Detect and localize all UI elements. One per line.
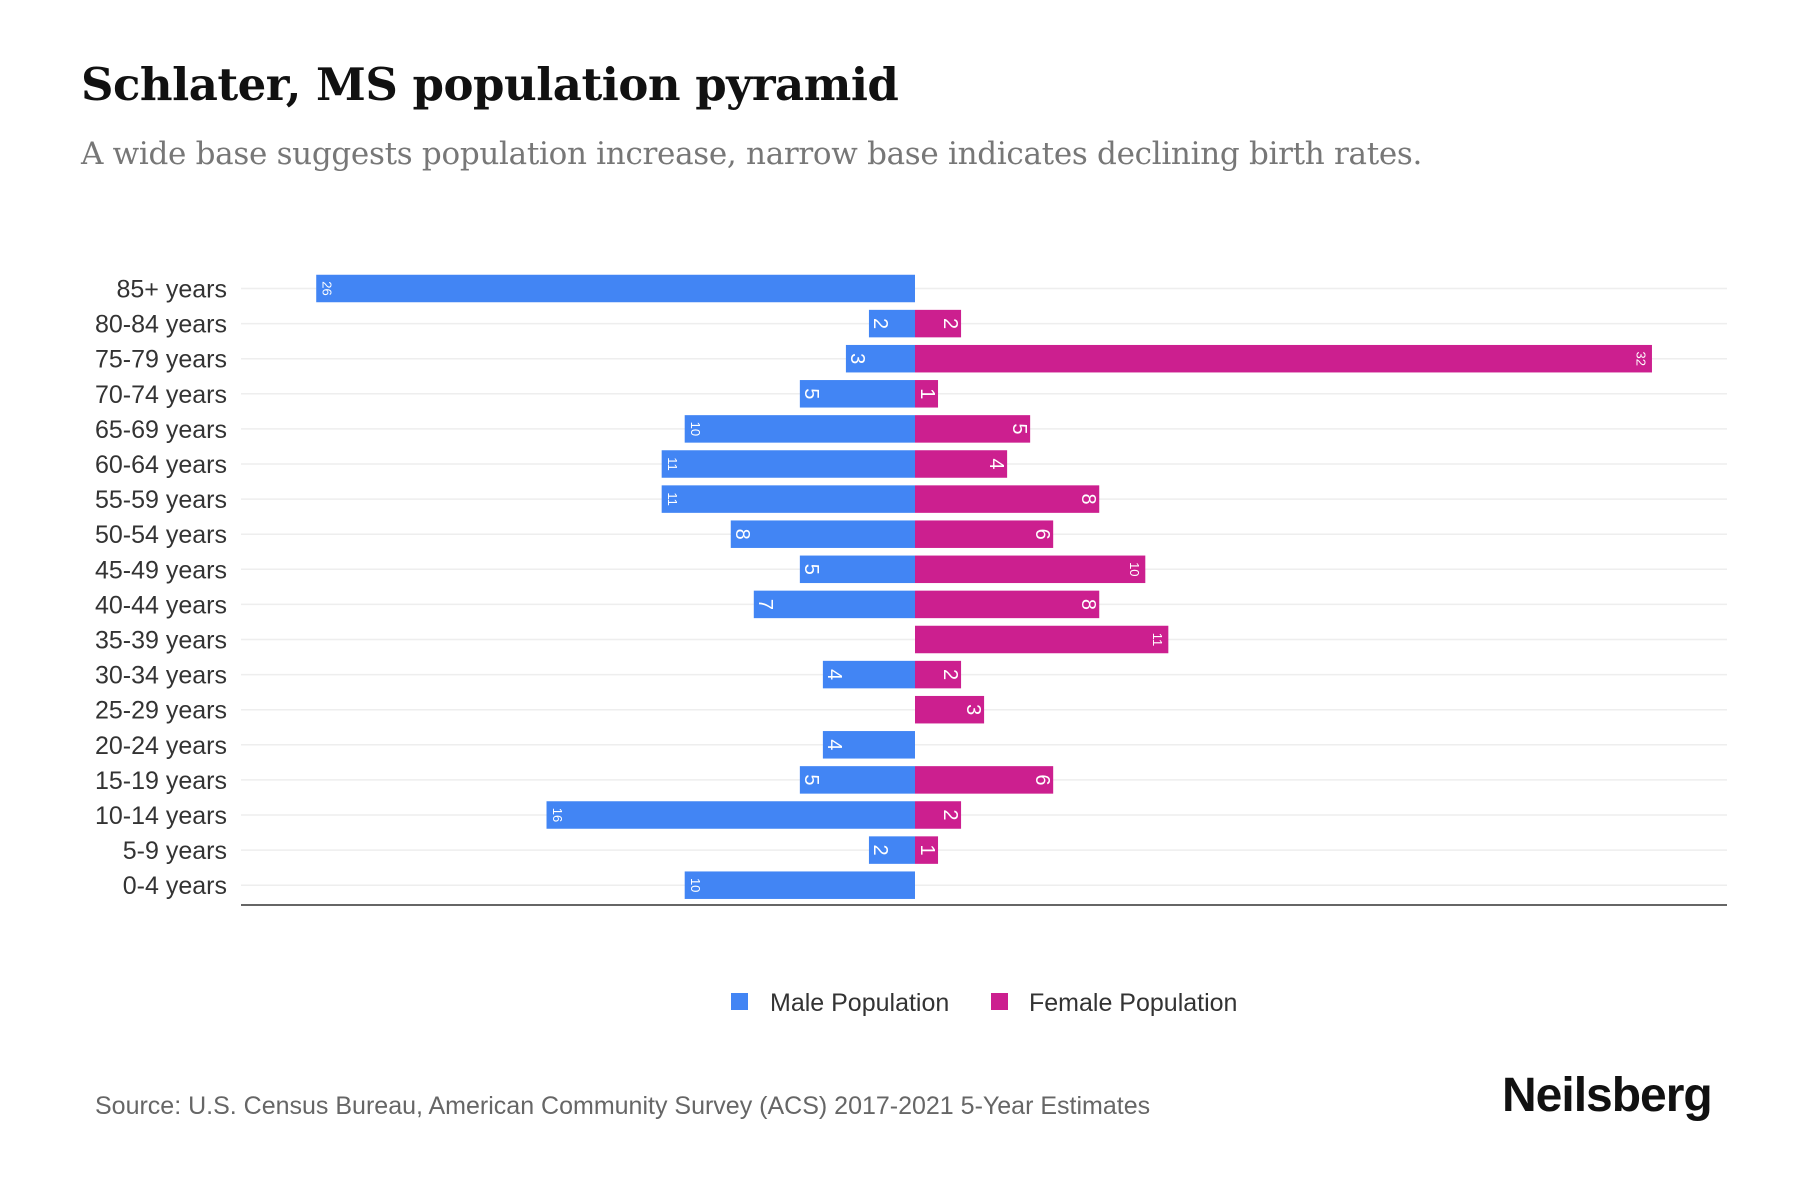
value-label: 8 [731,529,753,540]
value-label: 2 [869,318,891,329]
female-bar [915,450,1008,478]
value-label: 32 [1633,351,1648,365]
value-label: 6 [1031,774,1053,785]
female-bar [915,309,962,338]
category-label: 50-54 years [95,521,227,549]
male-bar [868,836,915,864]
value-label: 2 [939,809,961,820]
male-bar [684,871,915,899]
male-bar [845,344,915,373]
female-bar [915,590,1100,619]
value-label: 1 [916,845,938,856]
value-label: 6 [1031,529,1053,540]
category-label: 15-19 years [95,767,227,795]
legend-label: Male Population [770,989,949,1017]
category-label: 5-9 years [123,837,227,865]
female-bar [915,625,1169,654]
value-label: 7 [754,599,776,610]
male-bar [546,801,915,829]
value-label: 4 [823,669,845,680]
female-bar [915,766,1054,794]
value-label: 4 [985,458,1007,469]
value-label: 10 [688,878,703,892]
male-bar [661,485,915,513]
female-bar [915,344,1652,373]
value-label: 2 [939,318,961,329]
female-bar [915,555,1146,584]
male-bar [684,415,915,443]
female-bar [915,801,962,829]
male-legend-swatch [731,993,748,1010]
category-label: 75-79 years [95,346,227,374]
male-bar [730,520,915,548]
value-label: 10 [1127,562,1142,576]
neilsberg-logo: Neilsberg [1502,1069,1713,1122]
category-label: 35-39 years [95,627,227,655]
value-label: 8 [1077,494,1099,505]
legend-label: Female Population [1029,989,1237,1017]
category-label: 70-74 years [95,381,227,409]
category-label: 65-69 years [95,416,227,444]
value-label: 11 [1150,633,1165,647]
female-bar [915,695,985,724]
category-label: 0-4 years [123,872,227,900]
chart-subtitle: A wide base suggests population increase… [81,136,1423,172]
category-label: 20-24 years [95,732,227,760]
value-label: 5 [1008,423,1030,434]
male-bar [822,731,915,759]
value-label: 1 [916,388,938,399]
male-bar [868,309,915,338]
category-label: 85+ years [117,276,228,304]
value-label: 2 [869,845,891,856]
male-bar [316,274,916,303]
value-label: 3 [962,704,984,715]
category-label: 60-64 years [95,451,227,479]
male-bar [799,555,915,584]
value-label: 11 [665,492,680,506]
female-bar [915,520,1054,548]
value-label: 16 [550,808,565,822]
category-label: 55-59 years [95,486,227,514]
male-bar [799,380,915,408]
female-bar [915,485,1100,513]
value-label: 5 [800,774,822,785]
category-label: 10-14 years [95,802,227,830]
category-label: 45-49 years [95,556,227,584]
value-label: 2 [939,669,961,680]
female-bar [915,660,962,689]
value-label: 11 [665,457,680,471]
male-bar [822,660,915,689]
female-bar [915,836,939,864]
male-bar [753,590,915,619]
female-bar [915,415,1031,443]
male-bar [799,766,915,794]
value-label: 8 [1077,599,1099,610]
category-label: 30-34 years [95,662,227,690]
value-label: 4 [823,739,845,750]
source-note: Source: U.S. Census Bureau, American Com… [95,1092,1151,1120]
category-label: 40-44 years [95,591,227,619]
category-label: 80-84 years [95,311,227,339]
value-label: 5 [800,564,822,575]
chart-title: Schlater, MS population pyramid [81,58,899,111]
female-legend-swatch [991,993,1008,1010]
value-label: 26 [320,281,335,295]
value-label: 10 [688,422,703,436]
value-label: 3 [846,353,868,364]
value-label: 5 [800,388,822,399]
female-bar [915,380,939,408]
category-label: 25-29 years [95,697,227,725]
male-bar [661,450,915,478]
